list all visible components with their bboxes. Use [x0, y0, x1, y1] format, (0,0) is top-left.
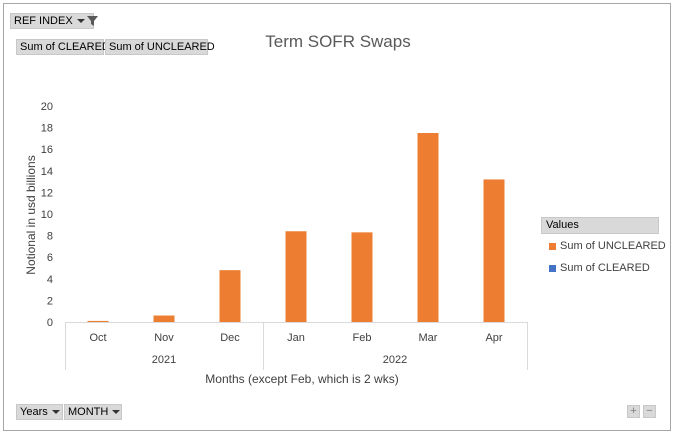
x-tick-label: Oct: [89, 332, 106, 344]
legend-swatch-cleared: [549, 264, 556, 272]
bar-apr: [483, 179, 505, 322]
x-tick-label: Mar: [419, 332, 438, 344]
x-group-label: 2022: [383, 354, 407, 366]
collapse-field-button[interactable]: −: [643, 405, 656, 418]
x-tick-label: Dec: [220, 332, 240, 344]
y-tick-label: 2: [47, 295, 53, 307]
x-tick-label: Jan: [287, 332, 305, 344]
y-tick-label: 8: [47, 231, 53, 243]
sum-of-uncleared-button[interactable]: Sum of UNCLEARED: [105, 39, 215, 55]
years-label: Years: [20, 406, 48, 418]
legend-label-cleared: Sum of CLEARED: [560, 262, 650, 274]
legend-label-uncleared: Sum of UNCLEARED: [560, 240, 666, 252]
sum-of-uncleared-label: Sum of UNCLEARED: [109, 41, 215, 53]
y-tick-label: 4: [47, 274, 53, 286]
sum-of-cleared-button[interactable]: Sum of CLEARED: [16, 39, 110, 55]
y-tick-label: 10: [41, 209, 53, 221]
y-tick-label: 12: [41, 187, 53, 199]
bar-jan: [285, 231, 307, 322]
filter-icon: [86, 16, 98, 27]
y-tick-label: 6: [47, 252, 53, 264]
legend-swatch-uncleared: [549, 242, 556, 250]
bar-feb: [351, 232, 373, 322]
month-axis-button[interactable]: MONTH: [64, 404, 122, 420]
bar-mar: [417, 133, 439, 322]
month-label: MONTH: [68, 406, 109, 418]
chart-title: Term SOFR Swaps: [265, 32, 411, 51]
legend-item-uncleared: Sum of UNCLEARED: [549, 240, 666, 252]
legend-item-cleared: Sum of CLEARED: [549, 262, 650, 274]
expand-field-button[interactable]: +: [627, 405, 640, 418]
y-tick-label: 20: [41, 101, 53, 113]
y-tick-label: 18: [41, 123, 53, 135]
x-group-label: 2021: [152, 354, 176, 366]
years-axis-button[interactable]: Years: [16, 404, 63, 420]
sum-of-cleared-label: Sum of CLEARED: [20, 41, 110, 53]
bar-dec: [219, 270, 241, 322]
y-tick-label: 16: [41, 144, 53, 156]
ref-index-filter-button[interactable]: REF INDEX: [10, 13, 98, 29]
ref-index-label: REF INDEX: [14, 15, 73, 27]
legend-header: Values: [541, 217, 659, 234]
x-tick-label: Nov: [154, 332, 174, 344]
x-tick-label: Apr: [485, 332, 502, 344]
bar-oct: [87, 320, 109, 322]
y-tick-label: 0: [47, 317, 53, 329]
bar-nov: [153, 315, 175, 322]
x-axis-title: Months (except Feb, which is 2 wks): [205, 372, 398, 386]
y-tick-label: 14: [41, 166, 53, 178]
chevron-down-icon: [76, 19, 85, 24]
chevron-down-icon: [51, 410, 60, 415]
chevron-down-icon: [112, 410, 121, 415]
x-tick-label: Feb: [353, 332, 372, 344]
y-axis-title: Notional in usd billions: [24, 155, 38, 274]
